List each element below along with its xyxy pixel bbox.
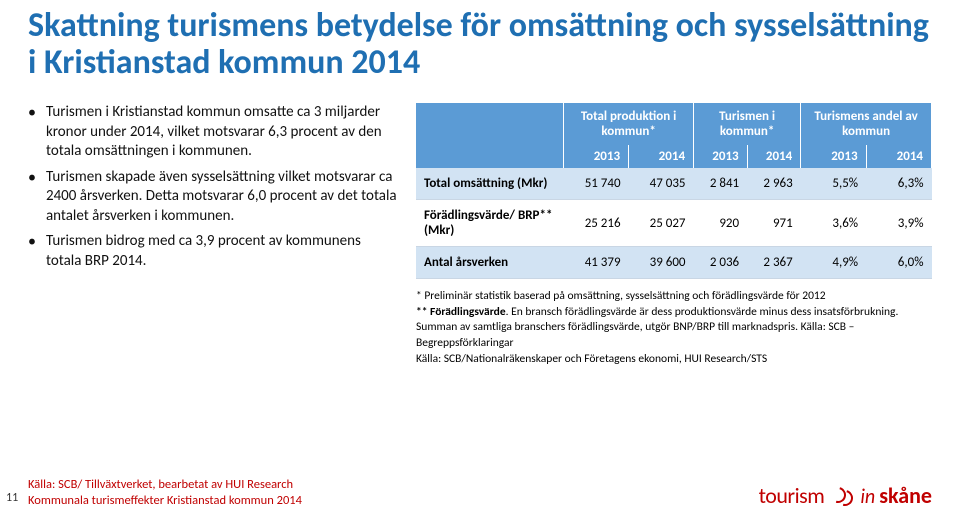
cell: 25 216	[564, 200, 629, 247]
footnote-line: * Preliminär statistik baserad på omsätt…	[416, 289, 932, 305]
cell: Förädlingsvärde/ BRP** (Mkr)	[416, 200, 564, 247]
cell: 39 600	[629, 247, 694, 279]
cell: 2 841	[694, 168, 748, 200]
th-group: Turismen i kommun*	[694, 103, 801, 145]
logo-skane: skåne	[879, 482, 932, 509]
table-column: Total produktion i kommun* Turismen i ko…	[416, 103, 932, 367]
cell: 2 963	[747, 168, 801, 200]
th-group: Total produktion i kommun*	[564, 103, 694, 145]
slide: Skattning turismens betydelse för omsätt…	[0, 0, 960, 515]
table-header-groups: Total produktion i kommun* Turismen i ko…	[416, 103, 932, 145]
cell: 2 367	[747, 247, 801, 279]
cell: 47 035	[629, 168, 694, 200]
logo-in: in	[860, 485, 875, 509]
th-year: 2014	[747, 145, 801, 168]
cell: Total omsättning (Mkr)	[416, 168, 564, 200]
table-row: Förädlingsvärde/ BRP** (Mkr) 25 216 25 0…	[416, 200, 932, 247]
slide-footer: Källa: SCB/ Tillväxtverket, bearbetat av…	[0, 477, 960, 510]
swish-icon	[830, 487, 856, 503]
footnotes: * Preliminär statistik baserad på omsätt…	[416, 289, 932, 367]
cell: 3,6%	[801, 200, 866, 247]
cell: 971	[747, 200, 801, 247]
content-row: Turismen i Kristianstad kommun omsatte c…	[28, 103, 932, 367]
cell: 3,9%	[866, 200, 931, 247]
footnote-line: Källa: SCB/Nationalräkenskaper och Föret…	[416, 352, 932, 368]
bullet-column: Turismen i Kristianstad kommun omsatte c…	[28, 103, 398, 367]
cell: 4,9%	[801, 247, 866, 279]
cell: 51 740	[564, 168, 629, 200]
bullet-item: Turismen i Kristianstad kommun omsatte c…	[28, 103, 398, 162]
cell: 2 036	[694, 247, 748, 279]
table-row: Total omsättning (Mkr) 51 740 47 035 2 8…	[416, 168, 932, 200]
bullet-text: Turismen bidrog med ca 3,9 procent av ko…	[46, 232, 398, 271]
th-blank	[416, 103, 564, 145]
bullet-item: Turismen skapade även sysselsättning vil…	[28, 168, 398, 227]
cell: 6,3%	[866, 168, 931, 200]
bullet-item: Turismen bidrog med ca 3,9 procent av ko…	[28, 232, 398, 271]
th-group: Turismens andel av kommun	[801, 103, 932, 145]
table-header-years: 2013 2014 2013 2014 2013 2014	[416, 145, 932, 168]
cell: 920	[694, 200, 748, 247]
brand-logo: tourism in skåne	[759, 482, 932, 509]
cell: Antal årsverken	[416, 247, 564, 279]
footnote-bold: ** Förädlingsvärde	[416, 305, 506, 319]
th-year: 2013	[564, 145, 629, 168]
th-year: 2013	[801, 145, 866, 168]
cell: 41 379	[564, 247, 629, 279]
footer-source: Källa: SCB/ Tillväxtverket, bearbetat av…	[28, 477, 302, 510]
th-year: 2014	[629, 145, 694, 168]
logo-tourism: tourism	[759, 482, 825, 509]
bullet-text: Turismen skapade även sysselsättning vil…	[46, 168, 398, 227]
footer-line: Källa: SCB/ Tillväxtverket, bearbetat av…	[28, 477, 302, 493]
page-title: Skattning turismens betydelse för omsätt…	[28, 8, 932, 81]
th-year: 2014	[866, 145, 931, 168]
footer-line: Kommunala turismeffekter Kristianstad ko…	[28, 493, 302, 509]
data-table: Total produktion i kommun* Turismen i ko…	[416, 103, 932, 279]
table-row: Antal årsverken 41 379 39 600 2 036 2 36…	[416, 247, 932, 279]
cell: 6,0%	[866, 247, 931, 279]
footnote-line: ** Förädlingsvärde. En bransch förädling…	[416, 305, 932, 352]
th-year	[416, 145, 564, 168]
cell: 5,5%	[801, 168, 866, 200]
th-year: 2013	[694, 145, 748, 168]
bullet-text: Turismen i Kristianstad kommun omsatte c…	[46, 103, 398, 162]
bullet-list: Turismen i Kristianstad kommun omsatte c…	[28, 103, 398, 271]
cell: 25 027	[629, 200, 694, 247]
